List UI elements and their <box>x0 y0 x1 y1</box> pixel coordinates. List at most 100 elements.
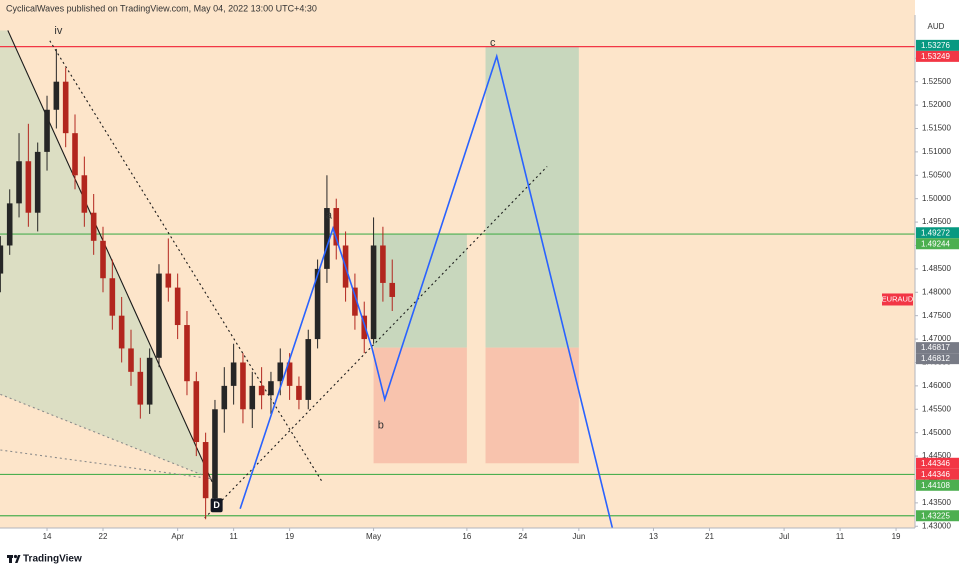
x-tick-label: 11 <box>229 532 238 541</box>
price-label: 1.49272 <box>921 228 950 237</box>
price-label-badge <box>916 227 959 239</box>
x-tick-label: 21 <box>705 532 714 541</box>
candle-body <box>146 357 153 405</box>
axes: EURAUD1.430001.435001.440001.445001.4500… <box>43 39 959 541</box>
y-tick-label: 1.45500 <box>922 404 951 413</box>
brand-logo <box>7 554 21 563</box>
fan-area <box>0 30 213 482</box>
candle-body <box>62 81 69 134</box>
candle-body <box>361 315 368 340</box>
price-label-badge <box>916 50 959 62</box>
price-label-badge <box>916 479 959 491</box>
x-tick-label: 16 <box>462 532 471 541</box>
symbol-badge <box>882 293 913 306</box>
candle-body <box>100 240 106 279</box>
y-tick-label: 1.50500 <box>922 170 951 179</box>
y-tick-label: 1.44500 <box>922 451 951 460</box>
candle-body <box>230 362 237 386</box>
y-tick-label: 1.43000 <box>922 521 951 530</box>
price-label: 1.44346 <box>921 470 950 479</box>
x-tick-label: 19 <box>892 532 901 541</box>
x-tick-label: 19 <box>285 532 294 541</box>
plot-area: iv Da b c <box>0 0 915 529</box>
wave-label: c <box>490 37 496 49</box>
wave-line <box>239 53 614 529</box>
price-label: 1.44346 <box>921 459 950 468</box>
price-label: 1.43225 <box>921 511 950 520</box>
y-tick-label: 1.51500 <box>922 124 951 133</box>
y-tick-label: 1.48000 <box>922 287 951 296</box>
candle-body <box>352 287 358 316</box>
y-tick-label: 1.45000 <box>922 428 951 437</box>
symbol-label: EURAUD <box>882 294 914 303</box>
x-tick-label: Jun <box>572 532 585 541</box>
candle-body <box>72 133 78 176</box>
price-axis <box>915 0 960 548</box>
y-tick-label: 1.43500 <box>922 498 951 507</box>
profit-zone <box>485 46 579 348</box>
candle-body <box>128 348 134 372</box>
price-label: 1.53276 <box>921 41 950 50</box>
price-label: 1.44108 <box>921 481 950 490</box>
price-label-badge <box>916 468 959 480</box>
candle-body <box>6 203 13 246</box>
price-label-badge <box>916 342 959 354</box>
x-tick-label: Apr <box>171 532 184 541</box>
price-label-badge <box>916 353 959 365</box>
candle-body <box>221 385 228 410</box>
candle-body <box>193 381 200 443</box>
candle-body <box>90 212 97 241</box>
candle-body <box>258 385 265 396</box>
loss-zone <box>373 347 467 464</box>
candle-body <box>370 245 377 340</box>
candle-body <box>34 151 41 213</box>
x-tick-label: 13 <box>649 532 658 541</box>
wave-label: a <box>326 209 333 221</box>
wave-label: b <box>378 419 384 431</box>
x-tick-label: May <box>366 532 381 541</box>
y-tick-label: 1.49500 <box>922 217 951 226</box>
candle-body <box>314 268 321 340</box>
trendline <box>204 166 548 519</box>
candle-body <box>240 362 246 410</box>
candle-body <box>184 325 190 382</box>
candle-body <box>305 339 312 400</box>
candle-body <box>165 273 172 288</box>
price-label: 1.49244 <box>921 239 950 248</box>
x-tick-label: 22 <box>99 532 108 541</box>
footer-brand: TradingView <box>23 554 82 565</box>
candle-body <box>25 161 32 213</box>
y-tick-label: 1.47500 <box>922 311 951 320</box>
candle-body <box>202 442 209 499</box>
candle-body <box>249 385 256 410</box>
candle-body <box>53 81 60 110</box>
price-label-badge <box>916 510 959 522</box>
candle-body <box>277 362 284 382</box>
trendline <box>0 449 213 480</box>
x-tick-label: Jul <box>779 532 789 541</box>
candle-body <box>44 109 50 152</box>
candle-body <box>296 385 302 400</box>
candle-body <box>156 273 162 358</box>
loss-zone <box>485 347 579 464</box>
header: CyclicalWaves published on TradingView.c… <box>6 3 317 13</box>
price-label: 1.46812 <box>921 354 950 363</box>
trendline <box>7 30 213 483</box>
candle-body <box>16 161 22 204</box>
wave-label: iv <box>54 25 62 37</box>
price-label-badge <box>916 238 959 250</box>
candle-body <box>137 371 144 405</box>
candle-body <box>380 245 386 283</box>
y-tick-label: 1.46000 <box>922 381 951 390</box>
y-tick-label: 1.52500 <box>922 77 951 86</box>
wave-label: D <box>213 500 220 510</box>
price-label-badge <box>916 457 959 469</box>
candle-body <box>268 381 274 396</box>
candle-body <box>118 315 125 349</box>
y-tick-label: 1.50000 <box>922 194 951 203</box>
wave-badge <box>210 498 223 513</box>
y-tick-label: 1.48500 <box>922 264 951 273</box>
y-tick-label: 1.47000 <box>922 334 951 343</box>
candle-body <box>389 282 396 297</box>
